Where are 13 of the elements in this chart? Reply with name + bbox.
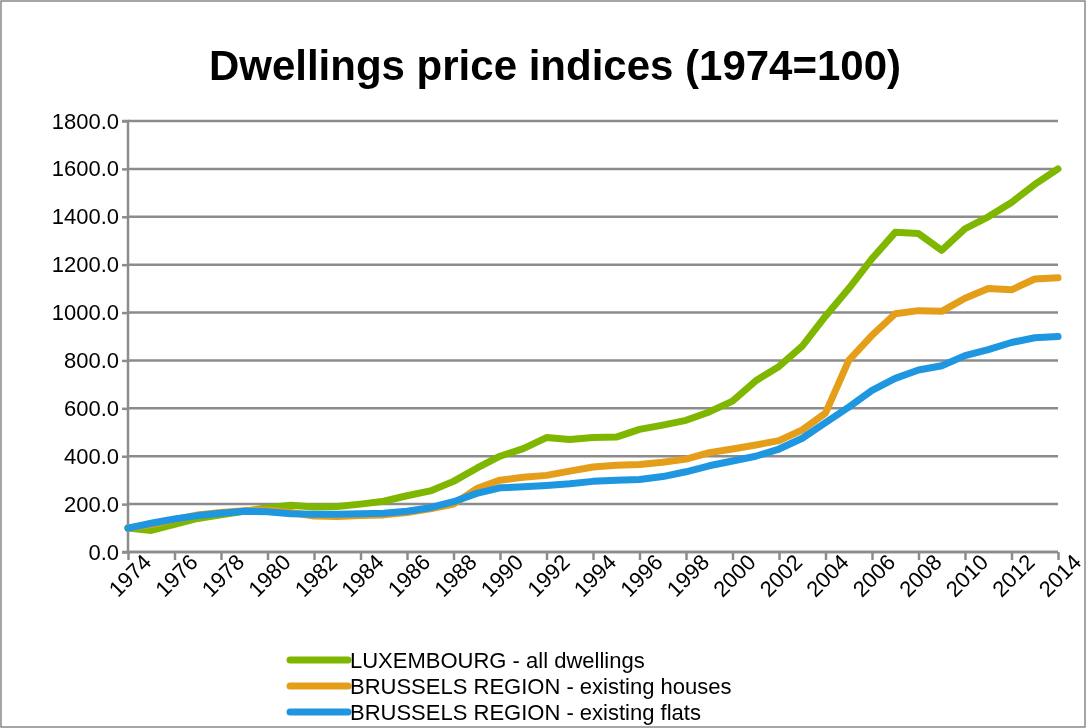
y-tick-label: 800.0 — [63, 347, 119, 373]
y-tick-label: 200.0 — [63, 491, 119, 517]
chart-title: Dwellings price indices (1974=100) — [208, 42, 902, 89]
y-tick-label: 600.0 — [63, 395, 119, 421]
legend-label: BRUSSELS REGION - existing flats — [350, 699, 701, 725]
y-tick-label: 1400.0 — [51, 204, 119, 230]
y-tick-label: 1800.0 — [51, 108, 119, 134]
y-tick-label: 400.0 — [63, 443, 119, 469]
y-tick-label: 1200.0 — [51, 252, 119, 278]
y-tick-label: 1600.0 — [51, 156, 119, 182]
legend-label: BRUSSELS REGION - existing houses — [350, 673, 732, 699]
y-tick-label: 1000.0 — [51, 300, 119, 326]
legend-label: LUXEMBOURG - all dwellings — [350, 647, 645, 673]
